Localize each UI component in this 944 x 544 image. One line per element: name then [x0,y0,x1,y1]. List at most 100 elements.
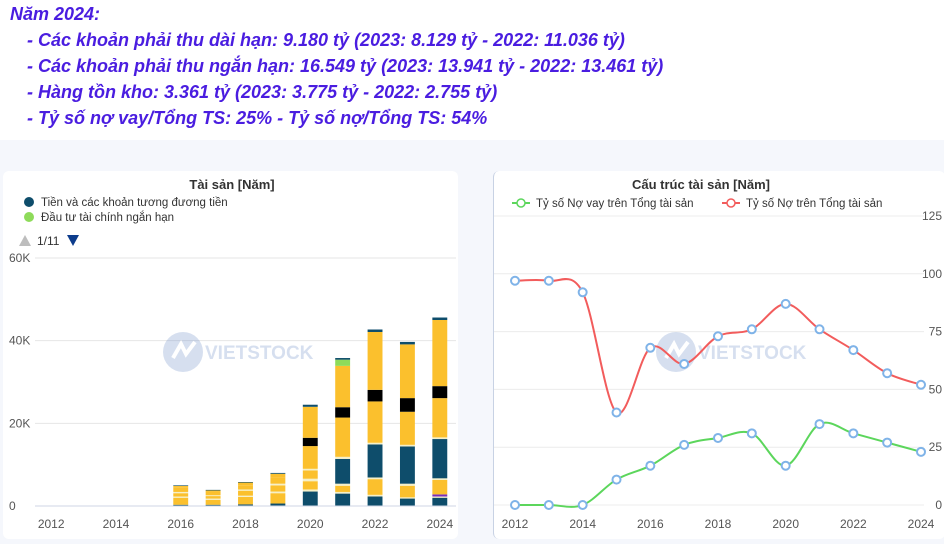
x-tick-label: 2020 [772,517,799,531]
data-point [543,275,554,286]
bar-segment [302,478,318,482]
y-tick-label: 0 [9,499,16,513]
x-tick-label: 2016 [167,517,194,531]
bar-segment [205,496,221,499]
data-point [679,358,690,369]
y-tick-label: 25 [929,440,943,454]
bar-segment [302,481,318,490]
watermark-text: VIETSTOCK [205,343,314,364]
pager-down-icon[interactable] [67,235,79,246]
bar-segment [335,483,351,486]
bar-segment [238,485,253,490]
bar-segment [367,329,383,332]
bar-segment [173,485,189,488]
watermark-arrow-icon [664,339,690,359]
data-point [746,324,757,335]
legend-marker [24,212,34,222]
bar-segment [205,489,221,491]
bar-segment [367,479,383,495]
bar-segment [432,496,448,498]
bar-segment [399,485,415,498]
bar-segment [432,398,448,438]
bar-segment [302,406,318,438]
bar-segment [399,446,415,484]
bar-segment [335,407,351,418]
y-tick-label: 125 [922,209,942,223]
bar-segment [432,320,448,387]
bar-segment [238,489,253,491]
bar-segment [432,478,448,480]
bar-segment [367,444,383,478]
bar-segment [205,499,221,505]
bar-segment [432,497,448,506]
y-tick-label: 0 [935,498,942,512]
bar-segment [302,437,318,447]
bar-segment [432,439,448,479]
bar-segment [302,470,318,479]
bar-segment [399,498,415,506]
note-inventory: - Hàng tồn kho: 3.361 tỷ (2023: 3.775 tỷ… [27,82,498,102]
note-long-term-receivables: - Các khoản phải thu dài hạn: 9.180 tỷ (… [27,30,625,50]
bar-segment [367,389,383,402]
data-point [611,407,622,418]
data-point [746,428,757,439]
notes-heading: Năm 2024: [10,4,101,24]
bar-segment [367,401,383,443]
bar-segment [399,341,415,345]
bar-segment [335,417,351,457]
bar-segment [432,386,448,399]
data-point [780,460,791,471]
bar-segment [270,485,286,492]
data-point [510,500,520,510]
bar-segment [238,482,253,486]
bar-segment [367,331,383,390]
bar-segment [399,444,415,447]
note-short-term-receivables: - Các khoản phải thu ngắn hạn: 16.549 tỷ… [27,56,664,76]
bar-segment [205,491,221,496]
data-point [611,474,622,485]
y-tick-label: 40K [9,334,30,348]
watermark-logo: VIETSTOCK [163,332,314,372]
bar-segment [238,490,253,496]
pager-up-icon[interactable] [19,235,31,246]
x-tick-label: 2014 [103,517,130,531]
data-point [543,500,554,510]
y-tick-label: 100 [922,267,942,281]
data-point [882,368,893,379]
bar-segment [270,483,286,486]
bar-segment [302,489,318,492]
bar-segment [302,404,318,407]
watermark-arrow-icon [171,339,197,359]
bar-segment [432,437,448,440]
x-tick-label: 2018 [705,517,732,531]
data-point [679,439,690,450]
bar-segment [173,497,189,505]
data-point [577,500,588,510]
data-point [645,460,656,471]
bar-segment [367,477,383,480]
bar-segment [238,496,253,505]
data-point [916,379,926,390]
bar-segment [432,494,448,497]
bar-segment [335,485,351,492]
data-point [916,446,926,457]
data-point [848,428,859,439]
bar-segment [367,494,383,497]
bar-segment [270,491,286,494]
data-point [510,275,520,286]
legend-marker [516,198,526,208]
data-point [645,342,656,353]
chart-title: Cấu trúc tài sản [Năm] [632,177,770,192]
bar-segment [399,483,415,486]
bar-segment [205,490,221,492]
chart-title: Tài sản [Năm] [189,177,274,192]
legend-pager: 1/11 [19,234,79,248]
legend-marker [726,198,736,208]
x-tick-label: 2018 [232,517,259,531]
y-tick-label: 75 [929,325,943,339]
legend-label: Đầu tư tài chính ngắn hạn [41,211,174,224]
bar-segment [238,504,253,506]
bar-segment [367,496,383,506]
bar-segment [335,493,351,506]
data-point [882,437,893,448]
